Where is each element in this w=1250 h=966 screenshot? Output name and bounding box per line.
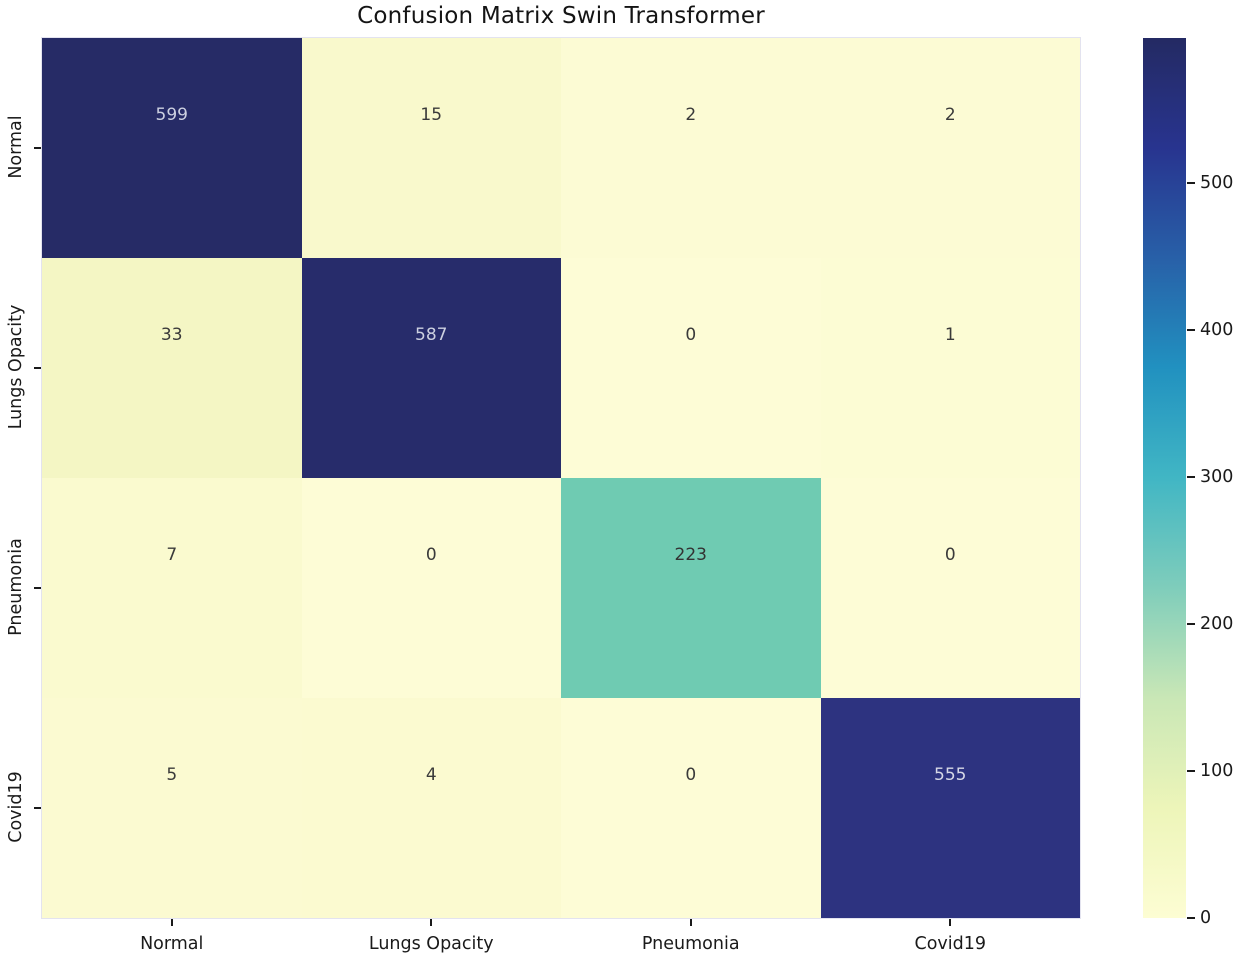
y-tick-label: Covid19 [6,771,26,843]
y-tick-mark [34,807,41,809]
matrix-cell: 0 [301,478,561,698]
cell-value: 7 [166,544,178,565]
cell-value: 1 [944,324,956,345]
colorbar-tick-mark [1187,917,1195,919]
cell-value: 223 [674,544,707,565]
cell-value: 2 [944,104,956,125]
colorbar-tick-mark [1187,182,1195,185]
matrix-cell: 2 [561,38,821,258]
matrix-cell: 5 [42,698,302,918]
x-tick-mark [170,919,173,926]
x-tick-label: Normal [140,934,204,954]
x-tick-label: Pneumonia [641,934,740,954]
matrix-cell: 599 [42,38,302,258]
colorbar-tick-label: 0 [1200,908,1212,928]
y-tick-label: Pneumonia [6,538,26,636]
cell-value: 15 [420,104,443,125]
matrix-cell: 0 [820,478,1080,698]
cell-value: 4 [425,764,437,785]
y-tick-mark [34,147,41,149]
colorbar [1143,38,1186,918]
matrix-cell: 555 [820,698,1080,918]
colorbar-tick-mark [1187,329,1195,332]
colorbar-tick-label: 200 [1200,614,1234,635]
x-tick-label: Covid19 [914,934,987,954]
cell-value: 0 [685,324,697,345]
colorbar-tick-mark [1187,770,1195,773]
heatmap: 599 15 2 2 33 587 0 1 7 0 223 0 5 4 0 555 [41,37,1081,919]
cell-value: 33 [160,324,183,345]
x-tick-mark [689,919,692,926]
matrix-cell: 7 [42,478,302,698]
y-tick-label: Normal [6,115,26,179]
matrix-cell: 4 [301,698,561,918]
matrix-cell: 223 [561,478,821,698]
colorbar-tick-label: 400 [1200,320,1234,341]
cell-value: 5 [166,764,178,785]
cell-value: 555 [934,764,967,785]
matrix-cell: 587 [301,258,561,478]
colorbar-tick-label: 300 [1200,467,1234,488]
cell-value: 0 [425,544,437,565]
y-tick-mark [34,367,41,369]
x-tick-label: Lungs Opacity [368,934,494,954]
cell-value: 2 [685,104,697,125]
y-tick-mark [34,587,41,589]
matrix-cell: 1 [820,258,1080,478]
x-tick-mark [949,919,952,926]
colorbar-tick-label: 100 [1200,761,1234,782]
matrix-cell: 0 [561,258,821,478]
cell-value: 0 [944,544,956,565]
cell-value: 587 [415,324,448,345]
x-tick-mark [430,919,433,926]
cell-value: 599 [155,104,188,125]
matrix-cell: 0 [561,698,821,918]
colorbar-tick-mark [1187,623,1195,626]
colorbar-tick-label: 500 [1200,173,1234,194]
cell-value: 0 [685,764,697,785]
colorbar-tick-mark [1187,476,1195,479]
y-tick-label: Lungs Opacity [6,304,26,430]
matrix-cell: 33 [42,258,302,478]
matrix-cell: 2 [820,38,1080,258]
chart-title: Confusion Matrix Swin Transformer [357,3,765,29]
matrix-cell: 15 [301,38,561,258]
